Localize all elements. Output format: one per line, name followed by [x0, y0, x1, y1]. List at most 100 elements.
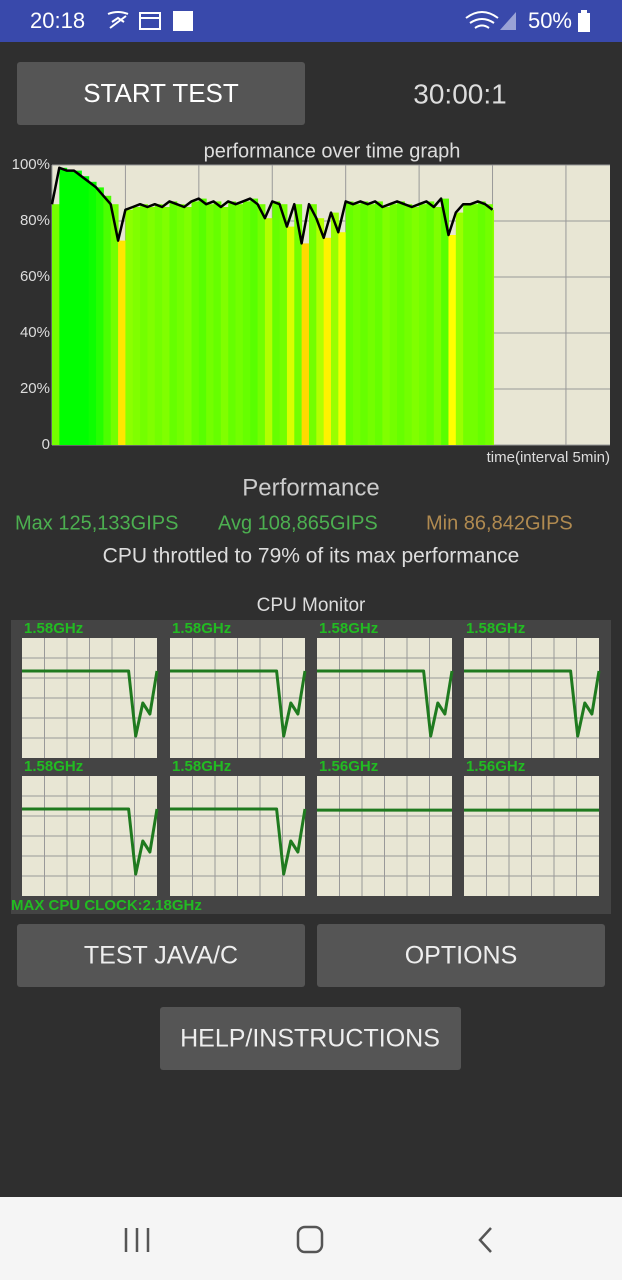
- heat-stripe: [176, 204, 185, 445]
- heat-stripe: [345, 201, 354, 445]
- perf-max: Max 125,133GIPS: [15, 512, 178, 534]
- heat-stripe: [323, 237, 332, 445]
- cpu-cores: 1.58GHz 1.58GHz 1.58GHz 1.58GHz 1.58GHz 1.58G…: [22, 620, 601, 896]
- heat-stripe: [389, 204, 398, 445]
- x-axis-label: time(interval 5min): [487, 449, 610, 466]
- timer: 30:00:1: [413, 78, 506, 109]
- heat-stripe: [242, 201, 251, 445]
- performance-heading: Performance: [242, 474, 379, 501]
- heat-stripe: [88, 181, 97, 446]
- perf-min: Min 86,842GIPS: [426, 512, 573, 534]
- core-frequency-line: [317, 669, 454, 738]
- heat-stripe: [103, 195, 112, 445]
- status-battery: 50%: [528, 8, 572, 33]
- core-frequency-line: [22, 807, 159, 876]
- y-tick-label: 0: [42, 436, 50, 453]
- heat-stripe: [301, 243, 310, 445]
- heat-stripe: [147, 207, 156, 445]
- heat-stripe: [360, 201, 369, 445]
- heat-stripe: [419, 204, 427, 445]
- cpu-core: 1.58GHz: [317, 620, 454, 758]
- start-test-label: START TEST: [83, 78, 239, 108]
- heat-stripe: [125, 209, 134, 445]
- core-frequency-line: [464, 669, 601, 738]
- y-tick-label: 40%: [20, 324, 50, 341]
- heat-stripe: [140, 204, 148, 445]
- test-java-label: TEST JAVA/C: [84, 942, 238, 970]
- nav-recents[interactable]: [124, 1228, 150, 1252]
- heat-stripe: [286, 226, 295, 445]
- heat-stripe: [492, 209, 495, 445]
- core-frequency-label: 1.58GHz: [24, 758, 83, 775]
- core-frequency-line: [170, 669, 307, 738]
- core-frequency-label: 1.58GHz: [319, 620, 378, 637]
- nav-bar: [0, 1197, 622, 1280]
- status-time: 20:18: [30, 8, 85, 33]
- heat-stripe: [382, 207, 391, 445]
- options-button[interactable]: [317, 924, 605, 987]
- y-tick-label: 20%: [20, 380, 50, 397]
- heat-stripe: [448, 235, 457, 445]
- cpu-core: 1.58GHz: [22, 758, 159, 896]
- cpu-core: 1.56GHz: [464, 758, 599, 896]
- cpu-core: 1.58GHz: [170, 620, 307, 758]
- core-frequency-label: 1.56GHz: [319, 758, 378, 775]
- status-bar: [0, 0, 622, 42]
- heat-stripe: [110, 204, 119, 445]
- heat-stripe: [250, 198, 259, 445]
- nav-home[interactable]: [296, 1225, 324, 1254]
- heat-stripe: [353, 204, 361, 445]
- heat-stripe: [191, 201, 200, 445]
- options-label: OPTIONS: [405, 942, 518, 970]
- heat-stripe: [433, 207, 442, 445]
- core-frequency-label: 1.58GHz: [24, 620, 83, 637]
- heat-stripe: [59, 167, 68, 446]
- core-frequency-label: 1.58GHz: [172, 758, 231, 775]
- heat-stripe: [257, 204, 266, 445]
- throttle-text: CPU throttled to 79% of its max performa…: [103, 545, 520, 568]
- heat-stripe: [169, 201, 178, 445]
- heat-stripe: [66, 170, 75, 445]
- core-frequency-line: [22, 669, 159, 738]
- heat-stripe: [52, 204, 60, 445]
- heat-stripe: [235, 204, 244, 445]
- start-test-button[interactable]: [17, 62, 305, 125]
- core-frequency-label: 1.58GHz: [172, 620, 231, 637]
- nav-back[interactable]: [478, 1227, 492, 1253]
- heat-stripe: [294, 204, 303, 445]
- test-java-button[interactable]: [17, 924, 305, 987]
- heat-stripe: [96, 187, 104, 445]
- heat-stripe: [316, 218, 325, 445]
- heat-stripe: [279, 204, 288, 445]
- battery-icon: [578, 13, 590, 32]
- perf-avg: Avg 108,865GIPS: [218, 512, 378, 534]
- heat-stripe: [426, 201, 435, 445]
- heat-stripe: [74, 170, 82, 445]
- heat-stripe: [485, 204, 494, 445]
- heat-stripe: [198, 198, 207, 445]
- cpu-core: 1.58GHz: [170, 758, 307, 896]
- plot: 0 20% 40% 60% 80% 100%: [12, 156, 610, 453]
- performance-line: [50, 166, 494, 245]
- heat-stripe: [441, 198, 449, 445]
- heat-stripe: [331, 212, 339, 445]
- heat-stripe: [455, 212, 464, 445]
- nav-icons: [124, 1225, 492, 1254]
- heat-stripe: [162, 207, 170, 445]
- heat-stripe: [132, 207, 141, 445]
- heat-stripe: [375, 201, 383, 445]
- heat-stripe: [264, 218, 273, 445]
- y-tick-label: 100%: [12, 156, 50, 173]
- y-tick-label: 60%: [20, 268, 50, 285]
- help-button[interactable]: [160, 1007, 461, 1070]
- heat-stripe: [404, 204, 413, 445]
- heat-stripe: [118, 240, 126, 445]
- core-frequency-label: 1.58GHz: [466, 620, 525, 637]
- heat-stripe: [206, 204, 215, 445]
- heat-stripe: [228, 201, 237, 445]
- help-label: HELP/INSTRUCTIONS: [180, 1025, 440, 1053]
- heat-stripe: [477, 201, 486, 445]
- core-frequency-line: [170, 807, 307, 876]
- cpu-core: 1.56GHz: [317, 758, 452, 896]
- core-frequency-label: 1.56GHz: [466, 758, 525, 775]
